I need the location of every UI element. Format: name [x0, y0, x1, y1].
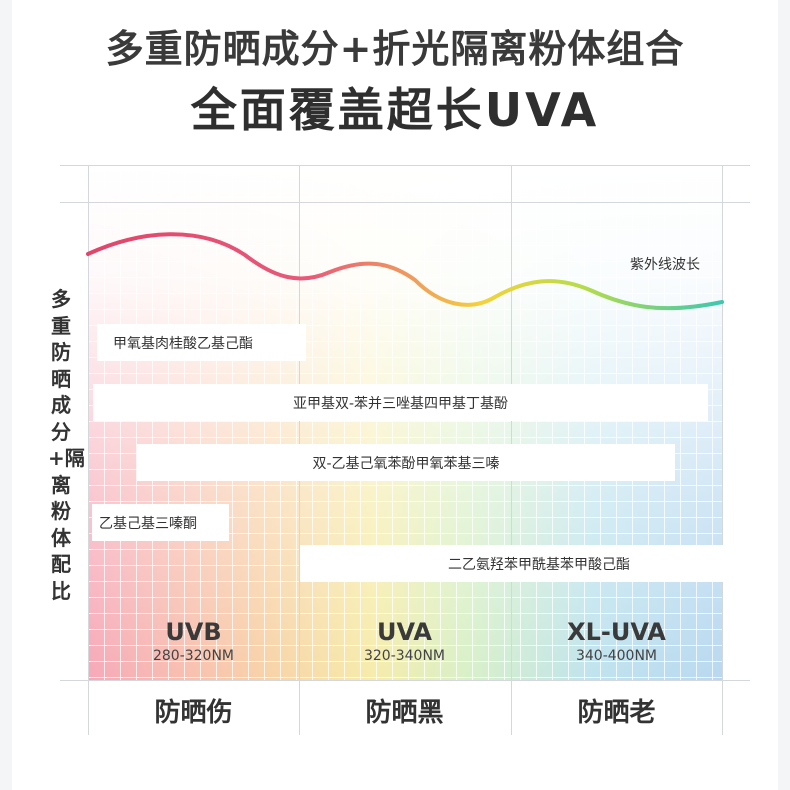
subheadline: 全面覆盖超长UVA — [190, 83, 600, 137]
ingredient-bar: 甲氧基肉桂酸乙基己酯 — [97, 324, 306, 361]
ingredient-bar: 二乙氨羟苯甲酰基苯甲酸己酯 — [300, 545, 724, 582]
band-name: UVA — [376, 618, 432, 646]
top-divider — [60, 165, 750, 166]
wave-line — [86, 232, 724, 311]
header-divider — [60, 202, 750, 203]
band-range: 340-400NM — [575, 648, 658, 664]
headline: 多重防晒成分+折光隔离粉体组合 — [105, 27, 685, 71]
ingredient-label: 亚甲基双-苯并三唑基四甲基丁基酚 — [292, 395, 509, 412]
side-label: 多重防晒成分+隔离粉体配比 — [48, 287, 85, 603]
band-range: 280-320NM — [152, 648, 235, 664]
effect-label: 防晒黑 — [365, 698, 444, 728]
ingredient-bar: 亚甲基双-苯并三唑基四甲基丁基酚 — [93, 384, 708, 421]
spectrum-area — [88, 165, 722, 680]
ingredient-label: 甲氧基肉桂酸乙基己酯 — [113, 335, 253, 352]
ingredient-label: 双-乙基己氧苯酚甲氧苯基三嗪 — [312, 455, 500, 472]
ingredient-label: 二乙氨羟苯甲酰基苯甲酸己酯 — [448, 556, 630, 573]
wave-label: 紫外线波长 — [630, 257, 700, 273]
band-name: XL-UVA — [567, 618, 666, 646]
column-divider — [722, 165, 723, 735]
ingredient-bar: 乙基己基三嗪酮 — [92, 504, 229, 541]
ingredient-label: 乙基己基三嗪酮 — [99, 515, 197, 532]
band-name: UVB — [165, 618, 222, 646]
column-divider — [88, 165, 89, 735]
grid-overlay — [88, 165, 722, 680]
band-range: 320-340NM — [363, 648, 446, 664]
bottom-divider — [60, 680, 750, 681]
effect-label: 防晒伤 — [154, 698, 233, 728]
ingredient-bar: 双-乙基己氧苯酚甲氧苯基三嗪 — [137, 444, 675, 481]
effect-label: 防晒老 — [577, 698, 656, 728]
